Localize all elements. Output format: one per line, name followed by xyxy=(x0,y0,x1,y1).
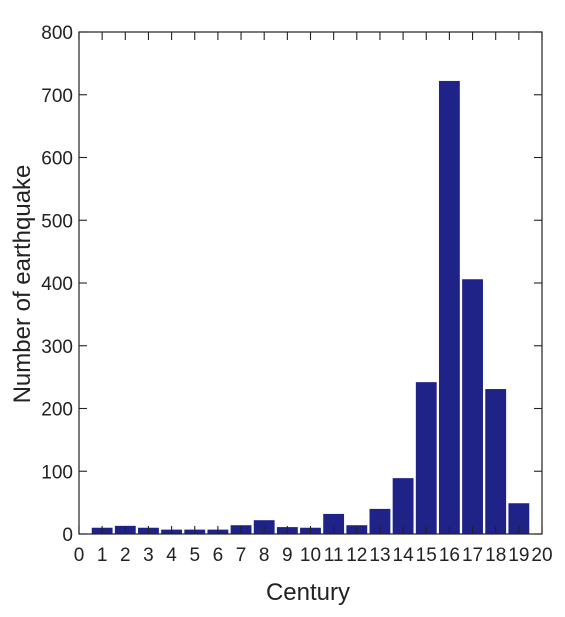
y-tick-label-100: 100 xyxy=(41,462,73,483)
y-tick-label-300: 300 xyxy=(41,337,73,358)
tick-labels-layer: 0 1 2 3 4 5 6 7 8 9 10 11 12 13 14 15 16 17 18 19 2001002003… xyxy=(41,23,552,566)
bar-century-15 xyxy=(415,382,437,534)
y-tick-label-0: 0 xyxy=(62,525,73,546)
y-tick-label-800: 800 xyxy=(41,23,73,44)
x-tick-label-3: 3 xyxy=(143,545,154,566)
x-tick-label-18: 18 xyxy=(485,545,506,566)
x-tick-label-12: 12 xyxy=(346,545,367,566)
y-tick-label-700: 700 xyxy=(41,86,73,107)
x-tick-label-8: 8 xyxy=(259,545,270,566)
x-tick-label-9: 9 xyxy=(282,545,293,566)
x-tick-label-17: 17 xyxy=(462,545,483,566)
bar-century-14 xyxy=(392,478,414,534)
bar-century-18 xyxy=(485,389,507,534)
y-tick-label-600: 600 xyxy=(41,149,73,170)
x-tick-label-2: 2 xyxy=(120,545,131,566)
bar-century-11 xyxy=(323,513,345,534)
y-tick-label-500: 500 xyxy=(41,211,73,232)
x-tick-label-13: 13 xyxy=(369,545,390,566)
x-tick-label-15: 15 xyxy=(416,545,437,566)
ticks-layer xyxy=(78,31,543,535)
bars-layer xyxy=(91,80,530,534)
bar-century-19 xyxy=(508,503,530,534)
y-tick-label-200: 200 xyxy=(41,400,73,421)
y-axis-title: Number of earthquake xyxy=(9,165,36,404)
x-tick-label-16: 16 xyxy=(439,545,460,566)
x-tick-label-10: 10 xyxy=(300,545,321,566)
y-tick-label-400: 400 xyxy=(41,274,73,295)
bar-century-16 xyxy=(438,80,460,534)
bar-century-13 xyxy=(369,508,391,534)
x-axis-title: Century xyxy=(266,579,350,606)
x-tick-label-5: 5 xyxy=(189,545,200,566)
x-tick-label-0: 0 xyxy=(74,545,85,566)
x-tick-label-4: 4 xyxy=(166,545,177,566)
x-tick-label-14: 14 xyxy=(393,545,415,566)
x-tick-label-19: 19 xyxy=(508,545,529,566)
x-tick-label-1: 1 xyxy=(97,545,108,566)
x-tick-label-20: 20 xyxy=(531,545,552,566)
x-tick-label-6: 6 xyxy=(213,545,224,566)
x-tick-label-7: 7 xyxy=(236,545,247,566)
bar-century-17 xyxy=(462,279,483,534)
x-tick-label-11: 11 xyxy=(324,545,344,566)
